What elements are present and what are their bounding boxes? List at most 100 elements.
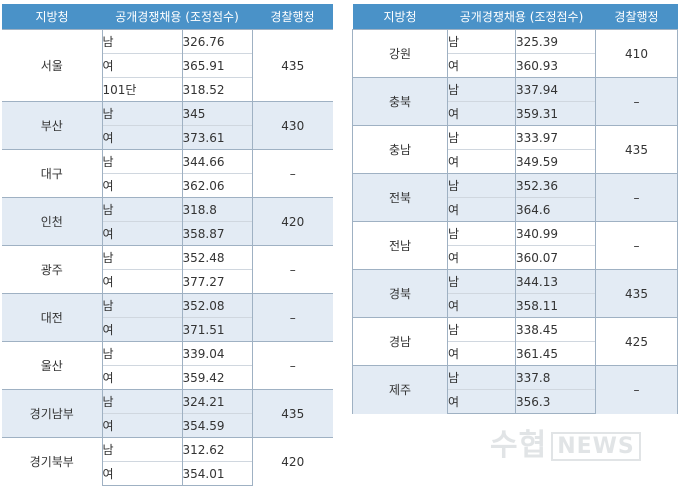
table-row: 여 356.3 — [353, 389, 678, 414]
region-name: 경기북부 — [2, 437, 103, 486]
table-row: 여 365.91 — [2, 53, 333, 78]
gender-cell: 남 — [447, 125, 516, 150]
gender-cell: 여 — [102, 317, 183, 342]
region-group: 서울 남 326.76 435 여 365.91 101단 318.52 — [2, 29, 333, 102]
gender-cell: 101단 — [102, 77, 183, 102]
score-cell: 349.59 — [515, 149, 596, 174]
gender-cell: 남 — [447, 173, 516, 198]
region-name: 광주 — [2, 245, 103, 294]
gender-cell: 남 — [447, 29, 516, 54]
score-table-left: 지방청 공개경쟁채용 (조정점수) 경찰행정 서울 남 326.76 435 여 365.… — [2, 4, 333, 486]
gender-cell: 남 — [101, 341, 183, 366]
gender-cell: 남 — [447, 77, 516, 102]
gender-cell: 남 — [447, 365, 516, 390]
region-name: 서울 — [2, 29, 103, 102]
region-group: 충북 남 337.94– 여 359.31 — [352, 77, 678, 126]
table-row: 전북 남 352.36– — [352, 173, 678, 222]
score-cell: 340.99 — [515, 221, 596, 246]
table-row: 서울 남 326.76 435 — [2, 29, 333, 102]
score-cell: 359.31 — [515, 101, 596, 126]
police-admin-score: – — [251, 149, 333, 198]
police-admin-score: – — [595, 365, 678, 414]
gender-cell: 여 — [102, 413, 183, 438]
score-cell: 359.42 — [181, 365, 252, 390]
table-row: 여 359.31 — [353, 101, 678, 126]
region-name: 충북 — [352, 77, 448, 126]
watermark-news: NEWS — [551, 432, 641, 461]
score-cell: 344.66 — [181, 149, 253, 174]
watermark-logo: 수협 NEWS — [490, 420, 641, 464]
score-cell: 373.61 — [181, 125, 252, 150]
region-name: 전북 — [352, 173, 448, 222]
score-cell: 358.11 — [515, 293, 596, 318]
region-name: 대전 — [2, 293, 103, 342]
table-row: 울산 남 339.04– — [2, 341, 333, 390]
table-header-row: 지방청 공개경쟁채용 (조정점수) 경찰행정 — [2, 4, 333, 30]
gender-cell: 여 — [447, 101, 516, 126]
score-cell: 324.21 — [181, 389, 253, 414]
score-cell: 337.8 — [515, 365, 596, 390]
region-group: 제주 남 337.8– 여 356.3 — [352, 365, 678, 414]
gender-cell: 여 — [102, 461, 183, 486]
region-group: 전북 남 352.36– 여 364.6 — [352, 173, 678, 222]
table-row: 제주 남 337.8– — [352, 365, 678, 414]
gender-cell: 여 — [447, 53, 516, 78]
police-admin-score: – — [595, 221, 678, 270]
table-row: 여 364.6 — [353, 197, 678, 222]
header-region: 지방청 — [2, 4, 102, 30]
region-name: 인천 — [2, 197, 103, 246]
region-group: 광주 남 352.48– 여 377.27 — [2, 245, 333, 294]
region-group: 경남 남 338.45 425 여 361.45 — [352, 317, 678, 366]
table-row: 강원 남 325.39 410 — [352, 29, 678, 78]
gender-cell: 여 — [447, 293, 516, 318]
table-row: 여 362.06 — [2, 173, 333, 198]
region-group: 경기북부 남 312.62 420 여 354.01 — [2, 437, 333, 486]
score-cell: 345 — [181, 101, 253, 126]
region-name: 경기남부 — [2, 389, 103, 438]
gender-cell: 남 — [101, 245, 183, 270]
score-cell: 358.87 — [181, 221, 252, 246]
gender-cell: 남 — [447, 317, 516, 342]
police-admin-score: – — [251, 245, 333, 294]
gender-cell: 남 — [101, 293, 183, 318]
police-admin-score: – — [595, 173, 678, 222]
region-group: 울산 남 339.04– 여 359.42 — [2, 341, 333, 390]
score-cell: 361.45 — [515, 341, 596, 366]
score-cell: 360.07 — [515, 245, 596, 270]
region-name: 충남 — [352, 125, 448, 174]
gender-cell: 여 — [102, 365, 183, 390]
gender-cell: 남 — [101, 29, 183, 54]
table-row: 대구 남 344.66– — [2, 149, 333, 198]
watermark-brand: 수협 — [490, 428, 548, 463]
police-admin-score: 410 — [595, 29, 678, 78]
gender-cell: 남 — [101, 197, 183, 222]
table-row: 경기남부 남 324.21 435 — [2, 389, 333, 438]
region-group: 경북 남 344.13 435 여 358.11 — [352, 269, 678, 318]
police-admin-score: 435 — [595, 125, 678, 174]
score-cell: 325.39 — [515, 29, 596, 54]
score-table-right: 지방청 공개경쟁채용 (조정점수) 경찰행정 강원 남 325.39 410 여 360.… — [352, 4, 678, 414]
score-cell: 318.8 — [181, 197, 253, 222]
table-row: 여 360.93 — [353, 53, 678, 78]
gender-cell: 남 — [101, 389, 183, 414]
gender-cell: 여 — [102, 173, 183, 198]
gender-cell: 여 — [447, 245, 516, 270]
table-row: 여 377.27 — [2, 269, 333, 294]
header-region: 지방청 — [352, 4, 448, 30]
table-header-row: 지방청 공개경쟁채용 (조정점수) 경찰행정 — [352, 4, 678, 30]
score-cell: 352.36 — [515, 173, 596, 198]
region-group: 전남 남 340.99– 여 360.07 — [352, 221, 678, 270]
police-admin-score: 425 — [595, 317, 678, 366]
score-cell: 326.76 — [181, 29, 253, 54]
police-admin-score: 435 — [251, 29, 333, 102]
region-group: 대전 남 352.08– 여 371.51 — [2, 293, 333, 342]
gender-cell: 남 — [101, 149, 183, 174]
table-row: 경기북부 남 312.62 420 — [2, 437, 333, 486]
gender-cell: 여 — [447, 149, 516, 174]
police-admin-score: 430 — [251, 101, 333, 150]
table-row: 경북 남 344.13 435 — [352, 269, 678, 318]
region-group: 대구 남 344.66– 여 362.06 — [2, 149, 333, 198]
table-row: 여 349.59 — [353, 149, 678, 174]
table-row: 부산 남 345 430 — [2, 101, 333, 150]
score-cell: 362.06 — [181, 173, 252, 198]
